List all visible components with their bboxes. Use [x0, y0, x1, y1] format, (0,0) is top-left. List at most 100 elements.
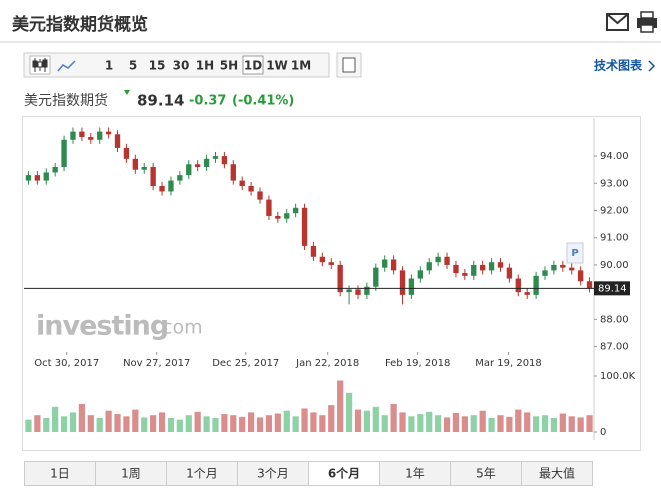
y-tick-label: 87.00 [600, 342, 629, 353]
volume-bar [141, 417, 148, 432]
interval-selected [242, 55, 264, 75]
interval-button[interactable]: 1 [105, 59, 113, 73]
interval-button[interactable]: 1H [196, 59, 214, 73]
period-tab[interactable] [308, 461, 380, 486]
volume-bar [69, 412, 77, 432]
period-tab-label: 1个月 [186, 467, 218, 481]
x-tick-label: Jan 22, 2018 [295, 358, 359, 369]
candle-body [515, 278, 521, 293]
page-title: 美元指数期货概览 [12, 14, 148, 35]
marker-box[interactable] [566, 242, 584, 264]
period-tab[interactable] [450, 461, 522, 486]
volume-bar [274, 413, 281, 432]
candle-body [70, 131, 76, 140]
candle-body [551, 264, 557, 271]
candle-body [524, 292, 530, 295]
x-tick-label: Feb 19, 2018 [385, 358, 450, 369]
candle-body [408, 278, 415, 295]
candle-body [257, 191, 263, 200]
x-tick-label: Oct 30, 2017 [34, 358, 99, 369]
last-price-box [594, 281, 630, 296]
volume-bar [488, 418, 495, 432]
candle-body [239, 180, 245, 187]
candle-body [248, 186, 254, 192]
tech-chart-link[interactable]: 技术图表 [594, 58, 643, 73]
candle-body [105, 131, 112, 135]
volume-bar [497, 415, 504, 432]
volume-bar [515, 409, 522, 432]
volume-bar [87, 415, 94, 432]
volume-bar [506, 416, 513, 432]
candle-body [506, 267, 513, 279]
candle-body [435, 256, 441, 263]
volume-bar [203, 416, 210, 432]
volume-bar [426, 411, 433, 432]
candle-body [186, 164, 192, 176]
volume-bar [354, 409, 362, 432]
interval-button[interactable]: 15 [149, 59, 166, 73]
print-icon[interactable] [637, 11, 657, 33]
interval-button[interactable]: 5 [129, 59, 137, 73]
volume-bar [435, 415, 442, 432]
volume-bar [310, 412, 317, 432]
period-tab-label: 1年 [405, 467, 425, 481]
interval-button[interactable]: 30 [173, 59, 190, 73]
volume-bar [479, 410, 486, 432]
marker-label: P [571, 248, 578, 259]
volume-bar [34, 415, 41, 432]
interval-button[interactable]: 5H [220, 59, 238, 73]
quote-price: 89.14 [137, 92, 184, 110]
interval-button[interactable]: 1D [244, 59, 262, 73]
candle-body [221, 156, 228, 165]
y-tick-label: 90.00 [600, 260, 629, 271]
period-tab[interactable] [237, 461, 309, 486]
candle-body [177, 175, 183, 181]
volume-bar [185, 415, 192, 432]
volume-bar [532, 416, 540, 432]
candle-body [542, 270, 548, 276]
candle-body [266, 199, 272, 216]
period-tab-label: 1周 [121, 467, 141, 481]
volume-bar [408, 416, 415, 432]
indicator-icon [342, 57, 356, 73]
quote-name: 美元指数期货 [24, 92, 108, 109]
x-tick-label: Dec 25, 2017 [212, 358, 279, 369]
candle-icon [32, 58, 48, 72]
period-tab-label: 1日 [50, 467, 70, 481]
period-tab[interactable] [521, 461, 593, 486]
candle-body [444, 256, 450, 265]
volume-bar [212, 418, 219, 432]
volume-bar [301, 408, 308, 432]
volume-bar [524, 412, 531, 432]
quote-change-pct: (-0.41%) [232, 94, 294, 109]
volume-tick-label: 0 [600, 427, 606, 438]
period-tab[interactable] [95, 461, 167, 486]
volume-bar [265, 415, 273, 432]
candle-body [488, 262, 495, 271]
period-tab[interactable] [24, 461, 96, 486]
volume-bar [586, 415, 593, 432]
candle-body [34, 175, 41, 181]
candle-body [25, 175, 32, 181]
candle-body [364, 286, 370, 295]
volume-bar [345, 392, 353, 432]
y-tick-label: 92.00 [600, 206, 629, 217]
candle-body [319, 256, 326, 263]
volume-bar [541, 415, 549, 432]
interval-button[interactable]: 1M [291, 59, 311, 73]
volume-bar [328, 405, 335, 432]
line-button[interactable] [57, 60, 76, 72]
watermark-suffix: .com [156, 317, 203, 339]
volume-bar [96, 418, 103, 432]
candle-body [426, 262, 432, 271]
volume-bar [319, 415, 326, 432]
interval-button[interactable]: 1W [266, 59, 288, 73]
email-icon[interactable] [606, 13, 629, 31]
candle-body [560, 264, 566, 268]
candle-body [301, 207, 308, 246]
x-tick-label: Mar 19, 2018 [475, 358, 542, 369]
period-tab[interactable] [166, 461, 238, 486]
watermark-brand: investing [36, 311, 168, 342]
volume-bar [176, 419, 183, 432]
